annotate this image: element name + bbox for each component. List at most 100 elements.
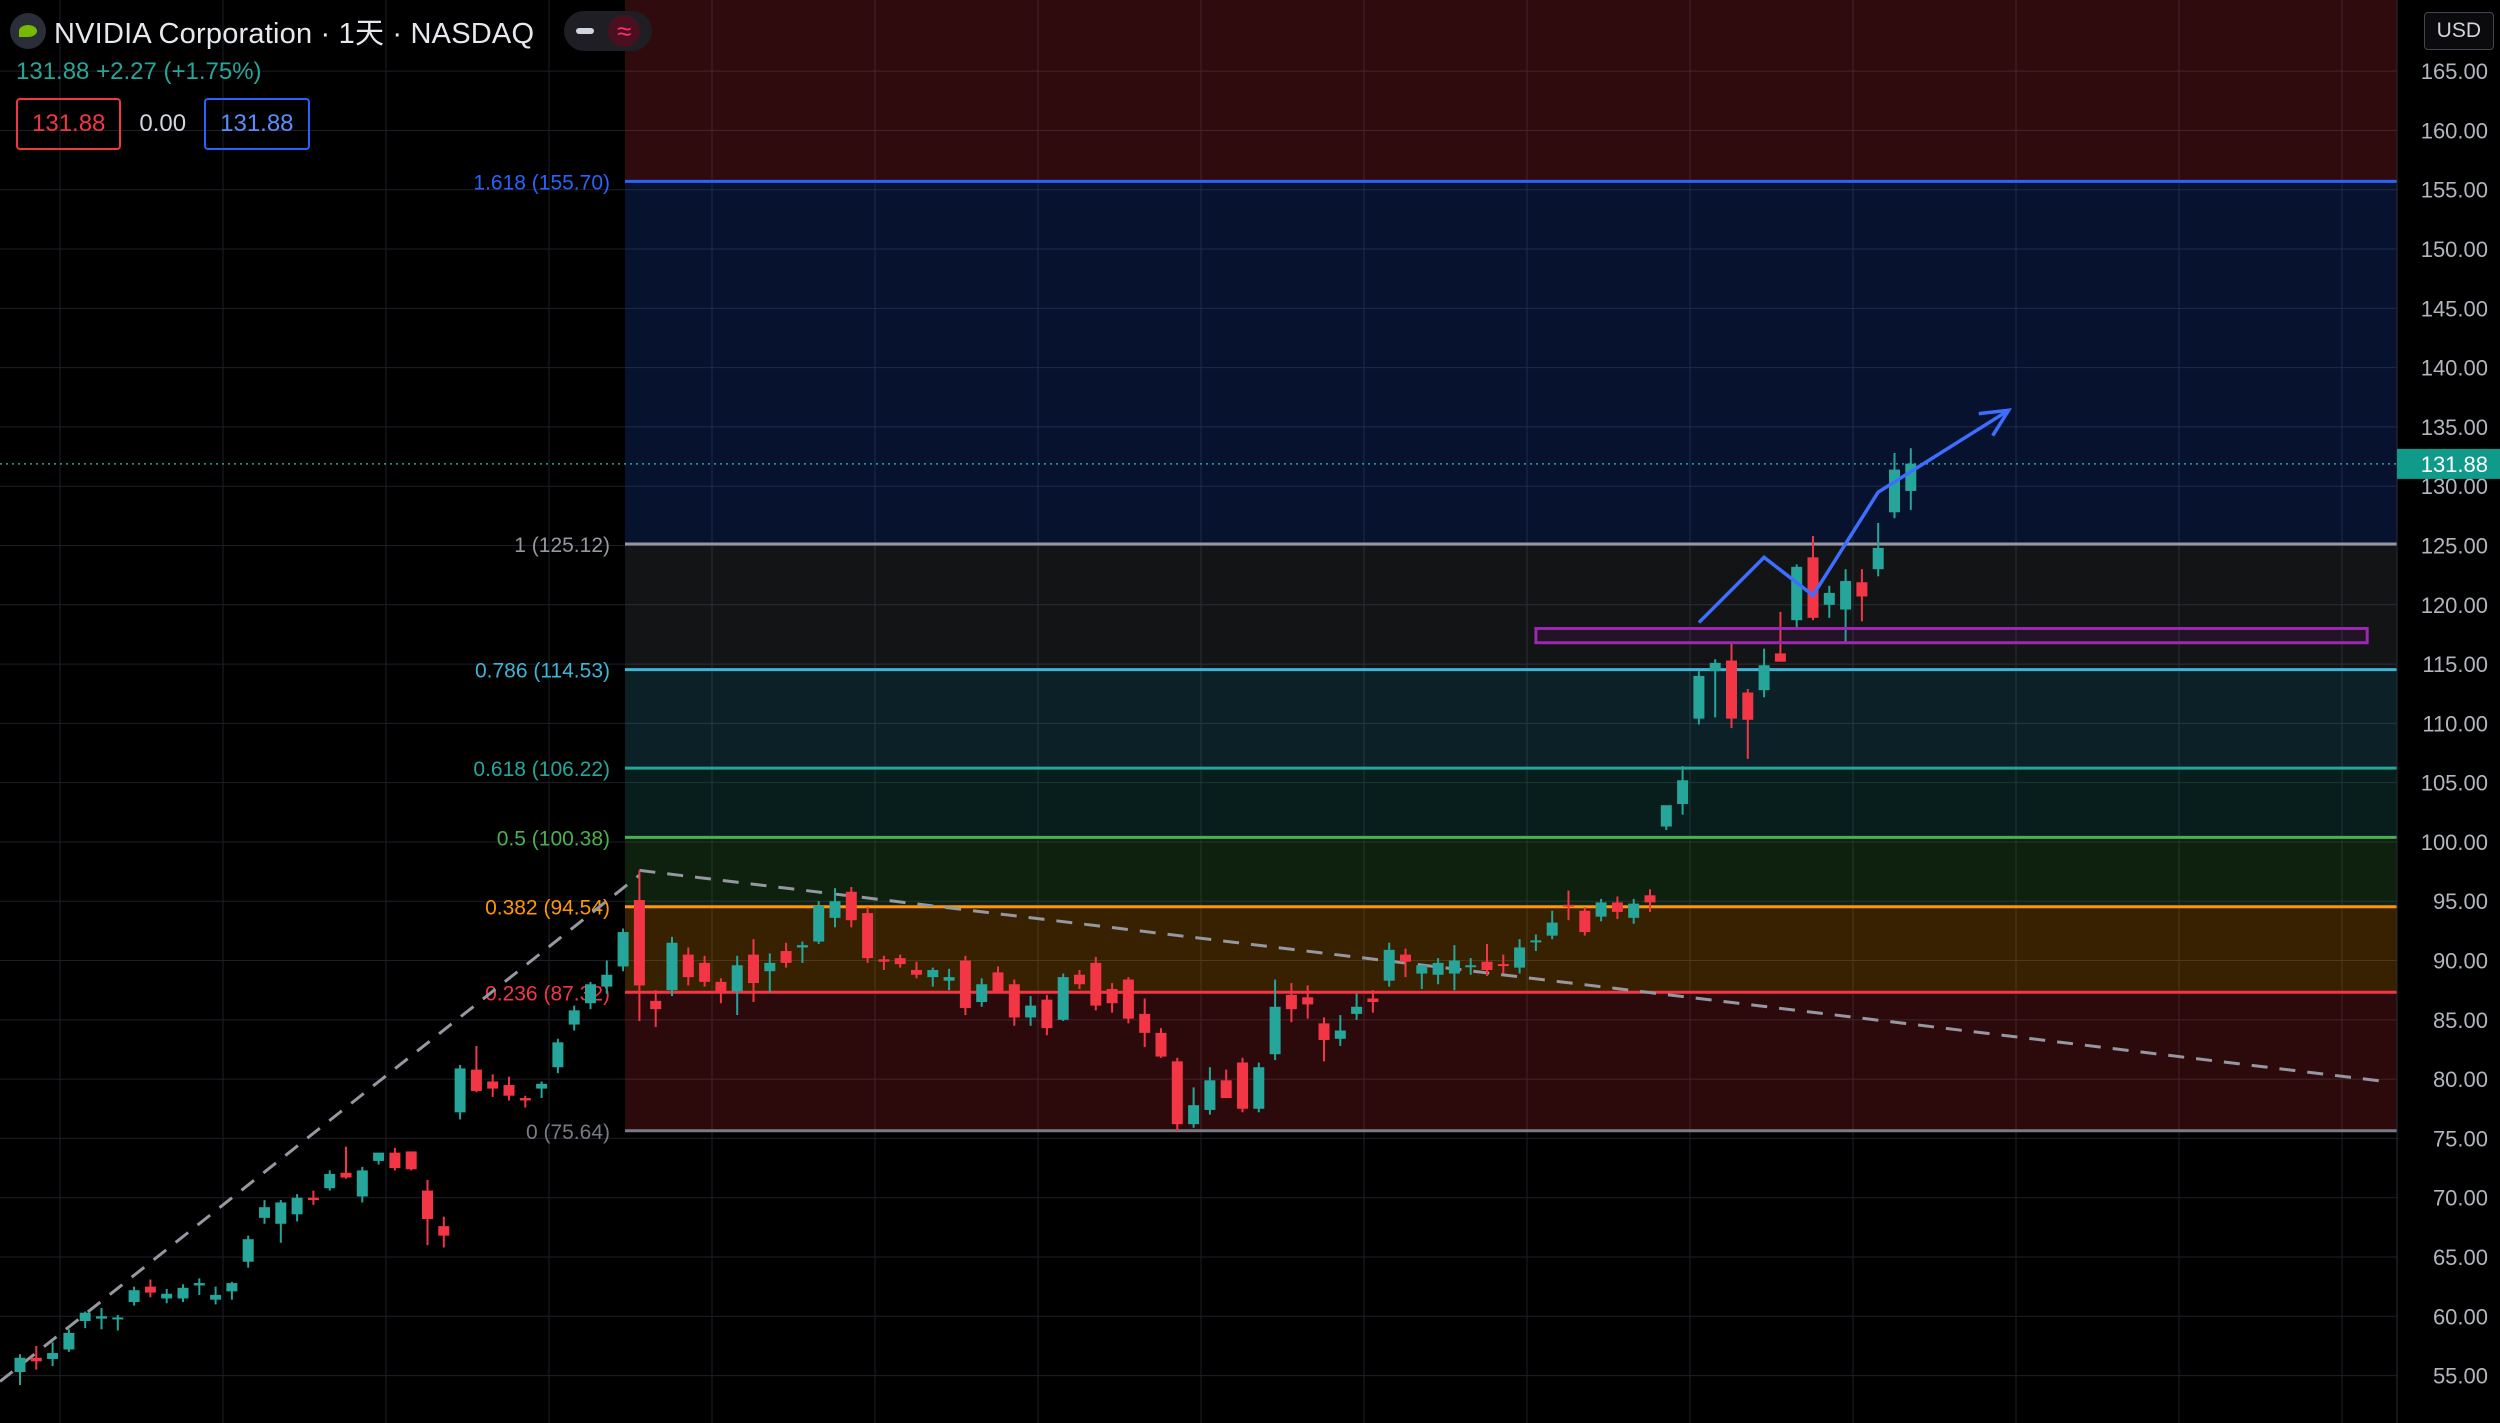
candle-body: [1269, 1006, 1281, 1055]
candle: [748, 939, 759, 1003]
candle-body: [1481, 961, 1493, 971]
candle-body: [1416, 965, 1428, 974]
sell-button[interactable]: 131.88: [16, 98, 122, 150]
price-tick-label: 150.00: [2421, 237, 2488, 262]
candle: [666, 936, 678, 997]
candle: [1726, 642, 1737, 729]
candle-body: [503, 1085, 515, 1096]
candle: [1383, 942, 1395, 987]
candle: [47, 1342, 59, 1367]
candle-body: [112, 1317, 124, 1320]
price-tick-label: 140.00: [2421, 356, 2488, 381]
candle: [405, 1151, 417, 1171]
candle-body: [389, 1152, 401, 1169]
drawings: [1534, 408, 2369, 645]
candle-body: [666, 942, 678, 991]
price-tick-label: 90.00: [2433, 949, 2488, 974]
candle: [112, 1315, 124, 1331]
candle-body: [1693, 675, 1705, 719]
candle: [943, 968, 955, 991]
candle-body: [1025, 1005, 1037, 1018]
fib-fill-zone: [625, 544, 2397, 670]
candle: [1285, 983, 1297, 1023]
candle-body: [470, 1069, 482, 1091]
candle: [1807, 535, 1819, 621]
candle: [1237, 1057, 1248, 1113]
indicator-toggle[interactable]: ≈: [564, 11, 653, 51]
fib-label: 0 (75.64): [526, 1121, 610, 1144]
candle: [845, 887, 857, 928]
candle: [291, 1194, 303, 1222]
candle-body: [1644, 895, 1656, 903]
candle: [927, 967, 939, 987]
candle: [519, 1095, 531, 1108]
candle-body: [1709, 662, 1721, 672]
price-tick-label: 110.00: [2422, 711, 2488, 736]
candle-body: [1204, 1080, 1216, 1110]
candle-body: [1400, 954, 1411, 962]
candle: [1269, 979, 1281, 1061]
candle-body: [422, 1190, 433, 1220]
candle: [307, 1190, 319, 1205]
candle-body: [1840, 581, 1852, 610]
candle: [1334, 1015, 1346, 1046]
candle: [1432, 958, 1444, 985]
candle: [585, 981, 596, 1010]
wave-icon[interactable]: ≈: [608, 15, 641, 47]
candle: [1302, 985, 1314, 1019]
candle-body: [1726, 660, 1737, 719]
candle: [1905, 448, 1917, 510]
candle-body: [780, 951, 792, 963]
candle: [1644, 889, 1656, 912]
candle: [829, 888, 841, 928]
candle: [568, 1005, 580, 1031]
fib-fill-zone: [625, 992, 2397, 1131]
candle-body: [14, 1357, 26, 1373]
candle-body: [552, 1042, 564, 1068]
candle: [30, 1345, 42, 1370]
candle-body: [617, 932, 629, 967]
candle-body: [650, 1000, 662, 1010]
candle-body: [324, 1173, 336, 1189]
candle: [1008, 979, 1020, 1026]
candle: [1791, 564, 1803, 630]
price-axis[interactable]: 55.00 60.00 65.00 70.00 75.00 80.00 85.00 90.00…: [2396, 0, 2500, 1423]
fib-fill-zone: [625, 906, 2397, 993]
candle: [1856, 569, 1868, 622]
spread-value: 0.00: [139, 110, 187, 137]
candle-body: [405, 1151, 417, 1170]
candle: [1448, 945, 1460, 991]
candle: [1416, 965, 1428, 989]
candle-body: [715, 981, 727, 992]
candle-body: [1171, 1061, 1183, 1125]
price-change: 131.88 +2.27 (+1.75%): [16, 58, 262, 85]
candle-body: [1367, 998, 1379, 1003]
fib-fill-zone: [625, 837, 2397, 907]
fib-labels: 1.618 (155.70) 1 (125.12) 0.786 (114.53) 0.…: [473, 171, 610, 1143]
candle: [1611, 896, 1623, 920]
candle-body: [894, 958, 906, 965]
fib-label: 1.618 (155.70): [473, 171, 610, 194]
candle: [1057, 973, 1069, 1022]
candle: [715, 978, 727, 1004]
candle: [1106, 983, 1118, 1013]
candle: [1758, 648, 1770, 698]
candle-body: [796, 945, 808, 948]
symbol-title[interactable]: NVIDIA Corporation · 1天 · NASDAQ: [54, 18, 535, 50]
candle-body: [1188, 1105, 1200, 1125]
minus-icon[interactable]: [576, 28, 595, 34]
buy-button[interactable]: 131.88: [204, 98, 310, 150]
candle: [1677, 766, 1689, 815]
fib-label: 0.5 (100.38): [497, 827, 610, 850]
candle: [1155, 1028, 1167, 1058]
candle: [1693, 671, 1705, 725]
currency-selector[interactable]: USD: [2423, 12, 2494, 50]
candle-body: [1514, 947, 1526, 968]
candle-body: [1497, 964, 1509, 967]
candle-body: [976, 984, 988, 1003]
candle-body: [536, 1083, 548, 1089]
price-tick-label: 85.00: [2433, 1008, 2488, 1033]
fib-label: 0.786 (114.53): [475, 660, 610, 683]
price-tick-label: 60.00: [2433, 1304, 2488, 1329]
